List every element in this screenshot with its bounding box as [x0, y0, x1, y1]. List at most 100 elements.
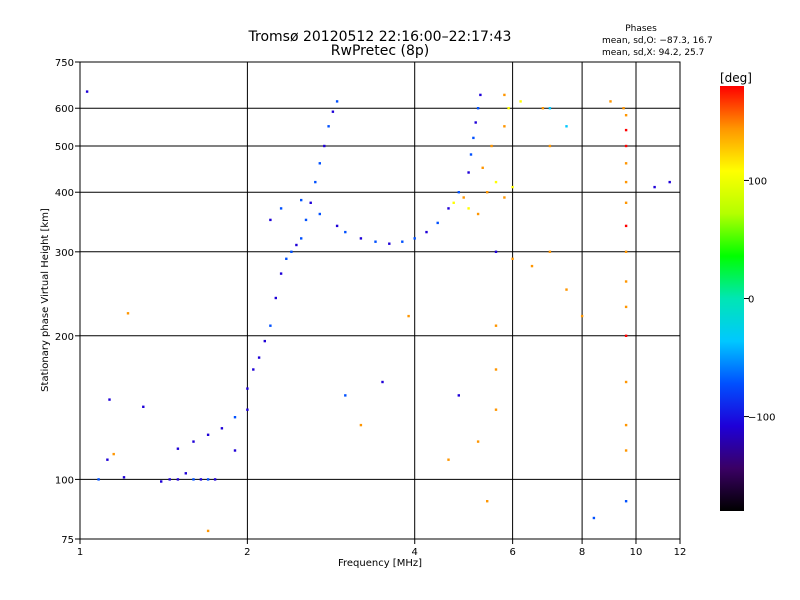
data-point: [511, 185, 514, 189]
data-point: [97, 478, 100, 481]
data-point: [269, 324, 272, 327]
data-point: [206, 478, 210, 481]
data-point: [359, 237, 363, 240]
data-point: [541, 107, 545, 110]
data-point: [624, 128, 628, 132]
data-point: [233, 449, 237, 452]
data-point: [269, 218, 272, 222]
data-point: [413, 237, 416, 240]
data-point: [507, 107, 510, 110]
data-point: [476, 440, 480, 443]
x-tick-label: 2: [244, 547, 250, 558]
data-point: [199, 478, 203, 481]
data-point: [331, 110, 335, 113]
data-point: [494, 368, 498, 371]
data-point: [160, 480, 163, 483]
x-axis: 1 2 4 6 8 10 12: [77, 539, 687, 558]
data-point: [548, 107, 552, 110]
data-point: [184, 472, 187, 475]
data-point: [263, 339, 266, 343]
data-point: [290, 250, 293, 253]
data-point: [126, 312, 130, 315]
chart-title: Tromsø 20120512 22:16:00–22:17:43: [248, 29, 512, 45]
data-point: [142, 405, 145, 408]
data-point: [476, 212, 480, 216]
plot-frame: [79, 61, 681, 540]
y-tick-label: 400: [55, 188, 74, 199]
data-point: [206, 529, 210, 533]
colorbar-tick-label: 0: [748, 295, 754, 306]
data-point: [318, 162, 321, 165]
data-point: [624, 423, 628, 427]
data-point: [479, 93, 482, 97]
data-point: [436, 221, 439, 225]
data-point: [314, 180, 317, 184]
data-point: [624, 250, 628, 253]
data-point: [425, 230, 428, 234]
data-point: [494, 180, 498, 184]
data-point: [474, 121, 477, 124]
data-point: [503, 93, 506, 97]
x-tick-label: 4: [412, 547, 418, 558]
data-point: [486, 191, 489, 194]
data-point: [476, 107, 480, 110]
data-point: [609, 100, 612, 103]
data-point: [548, 250, 552, 253]
y-tick-label: 75: [61, 535, 74, 546]
data-point: [624, 144, 628, 148]
data-point: [624, 162, 628, 165]
data-point: [220, 427, 224, 430]
data-point: [295, 243, 298, 247]
data-point: [335, 224, 339, 228]
data-point: [592, 516, 596, 520]
data-point: [401, 240, 404, 243]
data-point: [213, 478, 217, 481]
data-point: [246, 408, 249, 411]
phases-line-o: mean, sd,O: −87.3, 16.7: [602, 36, 713, 46]
data-point: [300, 237, 303, 240]
data-point: [168, 478, 171, 481]
data-point: [374, 240, 377, 243]
data-point: [318, 212, 321, 216]
data-point: [624, 201, 628, 204]
data-point: [452, 201, 455, 204]
data-point: [472, 136, 475, 140]
data-point: [176, 478, 180, 481]
data-point: [668, 180, 671, 184]
data-point: [335, 100, 339, 103]
data-point: [447, 207, 450, 210]
data-point: [279, 207, 283, 210]
data-point: [653, 185, 656, 189]
data-point: [624, 500, 628, 503]
data-point: [624, 114, 628, 117]
data-point: [447, 458, 450, 461]
data-point: [494, 324, 498, 327]
data-point: [257, 356, 261, 359]
colorbar: [720, 86, 744, 511]
data-point: [624, 449, 628, 452]
data-point: [192, 478, 195, 481]
x-tick-label: 6: [509, 547, 515, 558]
data-point: [624, 280, 628, 283]
y-tick-label: 500: [55, 142, 74, 153]
data-point: [624, 224, 628, 228]
colorbar-tick-label: −100: [748, 413, 775, 424]
data-point: [176, 447, 180, 450]
data-point: [467, 207, 470, 210]
data-point: [309, 201, 312, 204]
data-point: [494, 408, 498, 411]
y-tick-label: 100: [55, 475, 74, 486]
x-tick-label: 1: [77, 547, 83, 558]
y-tick-label: 750: [55, 58, 74, 69]
data-point: [469, 153, 473, 156]
data-point: [503, 196, 506, 199]
data-point: [252, 368, 255, 371]
data-point: [359, 423, 363, 427]
x-tick-label: 12: [674, 547, 687, 558]
x-tick-label: 10: [630, 547, 643, 558]
data-point: [624, 305, 628, 309]
data-point: [206, 433, 210, 436]
data-points: [85, 90, 671, 533]
data-point: [279, 272, 283, 275]
